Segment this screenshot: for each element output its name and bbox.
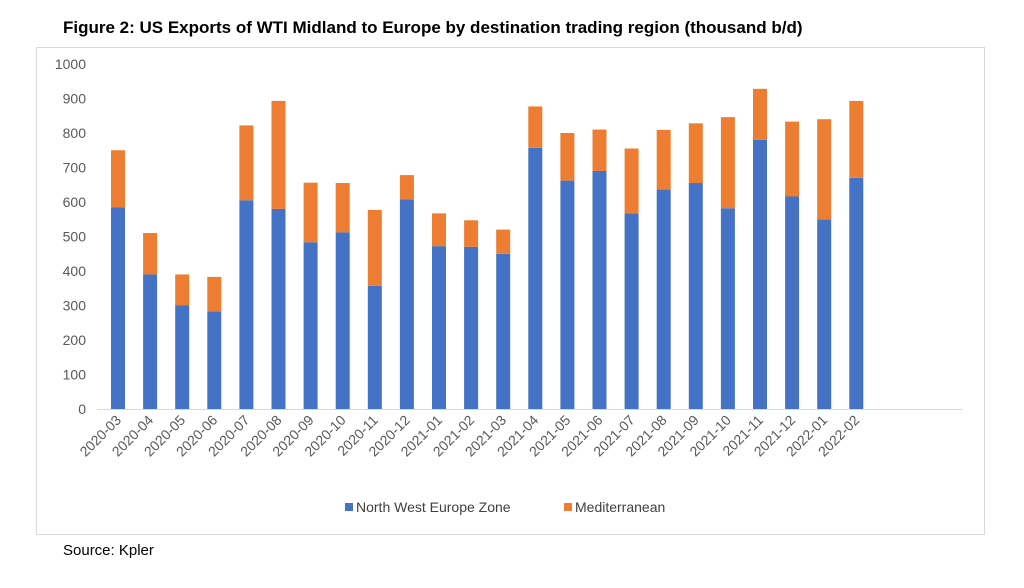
bar-north-west-europe-zone-2021-07 <box>624 213 639 409</box>
bar-north-west-europe-zone-2020-12 <box>399 199 414 409</box>
bar-mediterranean-2021-08 <box>656 129 671 190</box>
bar-mediterranean-2020-09 <box>303 182 318 243</box>
bar-mediterranean-2021-11 <box>753 88 767 140</box>
y-tick-label: 900 <box>63 91 87 107</box>
bar-mediterranean-2021-02 <box>464 220 479 247</box>
y-tick-label: 0 <box>78 401 86 417</box>
bar-north-west-europe-zone-2020-07 <box>239 200 254 409</box>
bar-mediterranean-2021-10 <box>720 117 735 209</box>
y-tick-label: 100 <box>63 367 87 383</box>
bar-mediterranean-2020-12 <box>399 175 414 200</box>
bar-mediterranean-2020-10 <box>335 183 350 233</box>
bar-mediterranean-2020-11 <box>367 209 382 286</box>
bar-mediterranean-2021-04 <box>528 106 543 148</box>
chart-frame <box>36 47 985 535</box>
x-tick-labels: 2020-032020-042020-052020-062020-072020-… <box>76 412 862 460</box>
bar-north-west-europe-zone-2020-11 <box>367 285 382 409</box>
bar-north-west-europe-zone-2022-01 <box>817 219 832 409</box>
bar-north-west-europe-zone-2020-04 <box>143 274 158 409</box>
bar-mediterranean-2020-07 <box>239 125 254 201</box>
y-tick-labels: 0 100 200 300 400 500 600 700 800 900 1000 <box>55 56 86 417</box>
y-tick-label: 300 <box>63 298 87 314</box>
bar-mediterranean-2022-02 <box>849 100 864 178</box>
bar-mediterranean-2020-05 <box>175 274 190 306</box>
legend-label: North West Europe Zone <box>356 499 511 515</box>
bar-north-west-europe-zone-2020-08 <box>271 208 286 409</box>
y-tick-label: 1000 <box>55 56 86 72</box>
legend: North West Europe Zone Mediterranean <box>345 499 665 515</box>
bar-north-west-europe-zone-2021-06 <box>592 170 607 409</box>
bar-north-west-europe-zone-2021-10 <box>720 208 735 409</box>
bar-north-west-europe-zone-2020-09 <box>303 242 318 409</box>
y-tick-label: 200 <box>63 332 87 348</box>
bar-north-west-europe-zone-2021-03 <box>496 253 511 409</box>
bar-north-west-europe-zone-2021-02 <box>464 246 479 409</box>
bar-north-west-europe-zone-2020-03 <box>111 207 125 409</box>
bar-mediterranean-2021-03 <box>496 229 511 254</box>
bar-mediterranean-2020-06 <box>207 276 222 312</box>
y-tick-label: 600 <box>63 194 87 210</box>
bar-mediterranean-2021-09 <box>688 123 703 184</box>
chart-title: Figure 2: US Exports of WTI Midland to E… <box>63 18 803 37</box>
bar-mediterranean-2020-04 <box>143 233 158 275</box>
bar-north-west-europe-zone-2021-09 <box>688 183 703 409</box>
bar-north-west-europe-zone-2020-06 <box>207 311 222 409</box>
bar-north-west-europe-zone-2020-05 <box>175 305 190 409</box>
bar-mediterranean-2021-06 <box>592 129 607 171</box>
legend-swatch <box>564 503 572 511</box>
bar-north-west-europe-zone-2021-05 <box>560 180 575 409</box>
y-tick-label: 800 <box>63 125 87 141</box>
y-tick-label: 400 <box>63 263 87 279</box>
legend-label: Mediterranean <box>575 499 665 515</box>
bars-layer <box>111 88 864 409</box>
legend-swatch <box>345 503 353 511</box>
bar-north-west-europe-zone-2021-12 <box>785 196 800 409</box>
bar-mediterranean-2022-01 <box>817 119 832 220</box>
bar-north-west-europe-zone-2021-01 <box>432 246 446 409</box>
bar-mediterranean-2021-01 <box>432 213 446 247</box>
bar-north-west-europe-zone-2021-08 <box>656 189 671 409</box>
bar-north-west-europe-zone-2020-10 <box>335 232 350 409</box>
bar-mediterranean-2021-12 <box>785 121 800 197</box>
y-tick-label: 700 <box>63 160 87 176</box>
source-note: Source: Kpler <box>63 542 154 559</box>
bar-north-west-europe-zone-2021-04 <box>528 147 543 409</box>
bar-mediterranean-2020-03 <box>111 150 125 208</box>
bar-mediterranean-2021-05 <box>560 133 575 181</box>
bar-mediterranean-2020-08 <box>271 100 286 209</box>
bar-north-west-europe-zone-2021-11 <box>753 139 767 409</box>
y-tick-label: 500 <box>63 229 87 245</box>
bar-mediterranean-2021-07 <box>624 148 639 214</box>
bar-north-west-europe-zone-2022-02 <box>849 177 864 409</box>
